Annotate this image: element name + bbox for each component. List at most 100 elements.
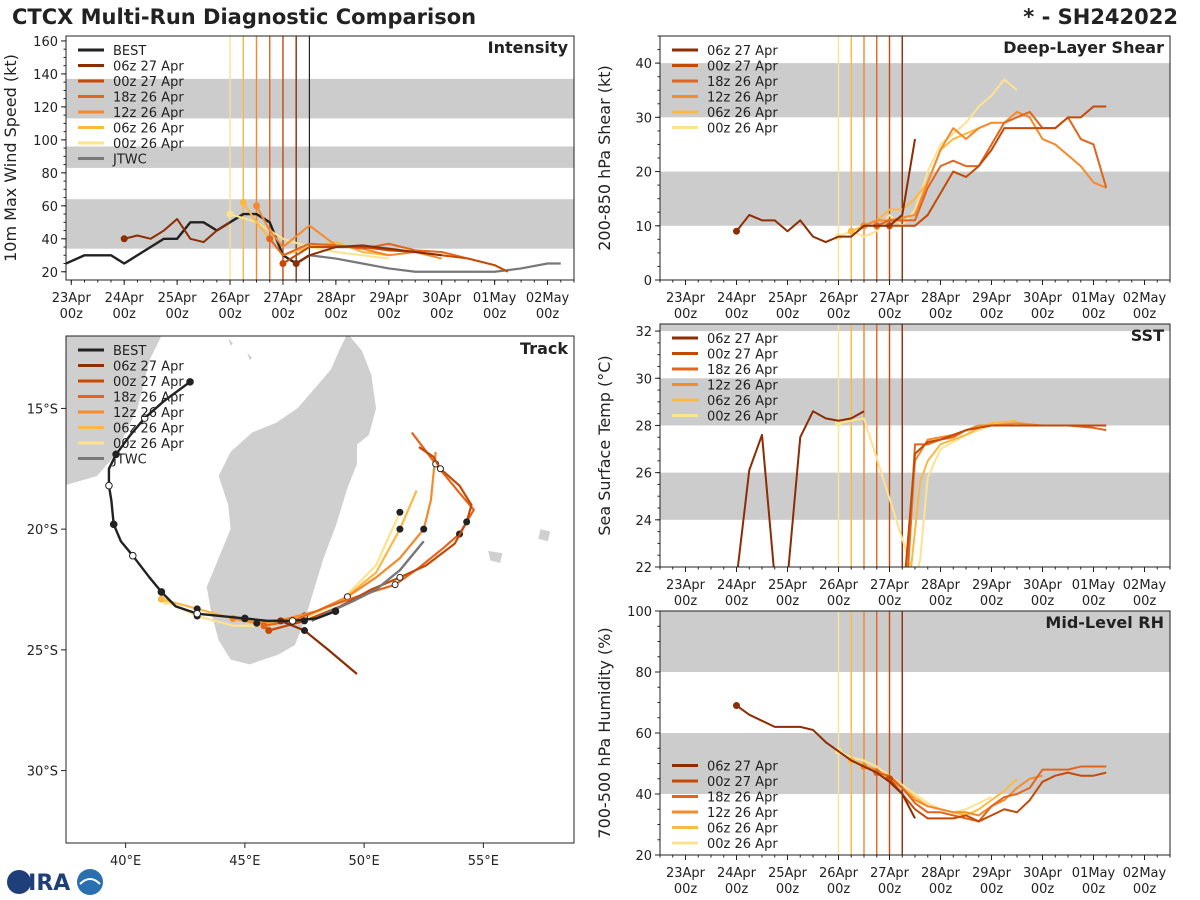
x-tick-label-date: 28Apr (921, 291, 961, 306)
track-series (263, 431, 475, 627)
x-tick-label-hour: 00z (827, 882, 851, 897)
x-tick-label-hour: 00z (165, 307, 189, 322)
madagascar-landmass (206, 336, 377, 665)
legend-label: 00z 26 Apr (113, 137, 184, 152)
plot-area (66, 319, 551, 675)
jtwc-series (309, 254, 561, 273)
legend-label: 12z 26 Apr (707, 806, 778, 821)
africa-landmass (66, 336, 162, 485)
legend-label: 06z 27 Apr (707, 332, 778, 347)
y-tick-label: 60 (635, 727, 652, 742)
y-tick-label: 40 (635, 57, 652, 72)
y-tick-label: 80 (41, 167, 58, 182)
best-track-point (157, 588, 166, 596)
track-series (280, 619, 358, 675)
legend-label: 00z 26 Apr (113, 437, 184, 452)
track-point (391, 581, 399, 589)
y-axis-label: 200-850 hPa Shear (kt) (595, 65, 614, 251)
init-point (253, 202, 260, 210)
lat-tick-label: 30°S (27, 765, 58, 780)
plot-area (733, 611, 1107, 855)
x-tick-label-date: 02May (1123, 291, 1167, 306)
track-point (436, 465, 444, 473)
jtwc-track (311, 540, 425, 622)
legend-label: BEST (113, 344, 146, 359)
x-tick-label-hour: 00z (113, 307, 137, 322)
init-point (733, 702, 740, 710)
x-tick-label-date: 25Apr (768, 866, 808, 881)
shaded-band (66, 146, 574, 168)
series-06z-27-apr (735, 704, 916, 819)
panel-frame (65, 35, 575, 281)
x-tick-label-date: 29Apr (972, 291, 1012, 306)
x-tick-label-hour: 00z (60, 307, 84, 322)
mayotte-island (247, 352, 253, 361)
x-tick-label-date: 25Apr (768, 578, 808, 593)
best-track-series (66, 212, 311, 265)
legend-label: 06z 26 Apr (707, 822, 778, 837)
lon-tick-label: 40°E (110, 854, 141, 869)
legend-label: 12z 26 Apr (113, 406, 184, 421)
init-point (266, 235, 274, 243)
x-tick-label-hour: 00z (218, 307, 242, 322)
x-tick-label-date: 29Apr (972, 578, 1012, 593)
x-tick-label-date: 29Apr (369, 291, 409, 306)
comoros-island (228, 338, 233, 346)
panel-shear: 01020304023Apr00z24Apr00z25Apr00z26Apr00… (595, 35, 1171, 322)
legend-label: 18z 26 Apr (707, 75, 778, 90)
legend-label: 06z 26 Apr (113, 422, 184, 437)
x-tick-label-date: 27Apr (870, 866, 910, 881)
track-init-point (157, 595, 165, 603)
y-tick-label: 30 (635, 111, 652, 126)
logo-globe-icon (7, 870, 31, 894)
lat-tick-label: 15°S (27, 402, 58, 417)
x-tick-label-hour: 00z (1133, 882, 1157, 897)
lon-tick-label: 50°E (348, 854, 379, 869)
logo-emblem-icon (77, 869, 103, 895)
legend-label: 06z 27 Apr (113, 60, 184, 75)
y-tick-label: 30 (635, 372, 652, 387)
series-18z-26-apr (876, 110, 1108, 227)
init-point (279, 260, 287, 268)
lon-tick-label: 45°E (229, 854, 260, 869)
x-tick-label-hour: 00z (776, 882, 800, 897)
best-track-point (109, 520, 118, 529)
x-tick-label-date: 25Apr (768, 291, 808, 306)
x-tick-label-hour: 00z (483, 307, 507, 322)
storm-id-label: * - SH242022 (1023, 5, 1178, 29)
legend-label: 06z 26 Apr (707, 106, 778, 121)
x-tick-label-date: 30Apr (1023, 578, 1063, 593)
series-early-06z27-history (123, 218, 231, 244)
x-tick-label-hour: 00z (725, 882, 749, 897)
y-tick-label: 0 (644, 274, 652, 289)
legend-label: 06z 27 Apr (707, 44, 778, 59)
shaded-band (660, 472, 1170, 520)
plot-area (736, 324, 1107, 567)
legend-label: 00z 27 Apr (707, 60, 778, 75)
init-point (292, 260, 300, 268)
y-tick-label: 20 (635, 166, 652, 181)
track-point (420, 525, 428, 533)
track-point (463, 518, 471, 526)
y-axis-label: 10m Max Wind Speed (kt) (1, 54, 20, 262)
track-point (253, 619, 261, 627)
best-track-point (105, 481, 113, 490)
x-tick-label-date: 30Apr (1023, 291, 1063, 306)
x-tick-label-hour: 00z (377, 307, 401, 322)
legend-label: 18z 26 Apr (113, 391, 184, 406)
legend-label: 00z 26 Apr (707, 837, 778, 852)
legend-label: 00z 26 Apr (707, 122, 778, 137)
x-tick-label-hour: 00z (929, 594, 953, 609)
shaded-band (66, 199, 574, 249)
x-tick-label-date: 01May (1072, 578, 1116, 593)
x-tick-label-hour: 00z (878, 882, 902, 897)
comoros-island (202, 319, 209, 333)
y-tick-label: 22 (635, 561, 652, 576)
x-tick-label-hour: 00z (980, 882, 1004, 897)
shaded-band (660, 611, 1170, 672)
x-tick-label-hour: 00z (1082, 307, 1106, 322)
lat-tick-label: 25°S (27, 644, 58, 659)
x-tick-label-date: 27Apr (263, 291, 303, 306)
x-tick-label-date: 25Apr (158, 291, 198, 306)
